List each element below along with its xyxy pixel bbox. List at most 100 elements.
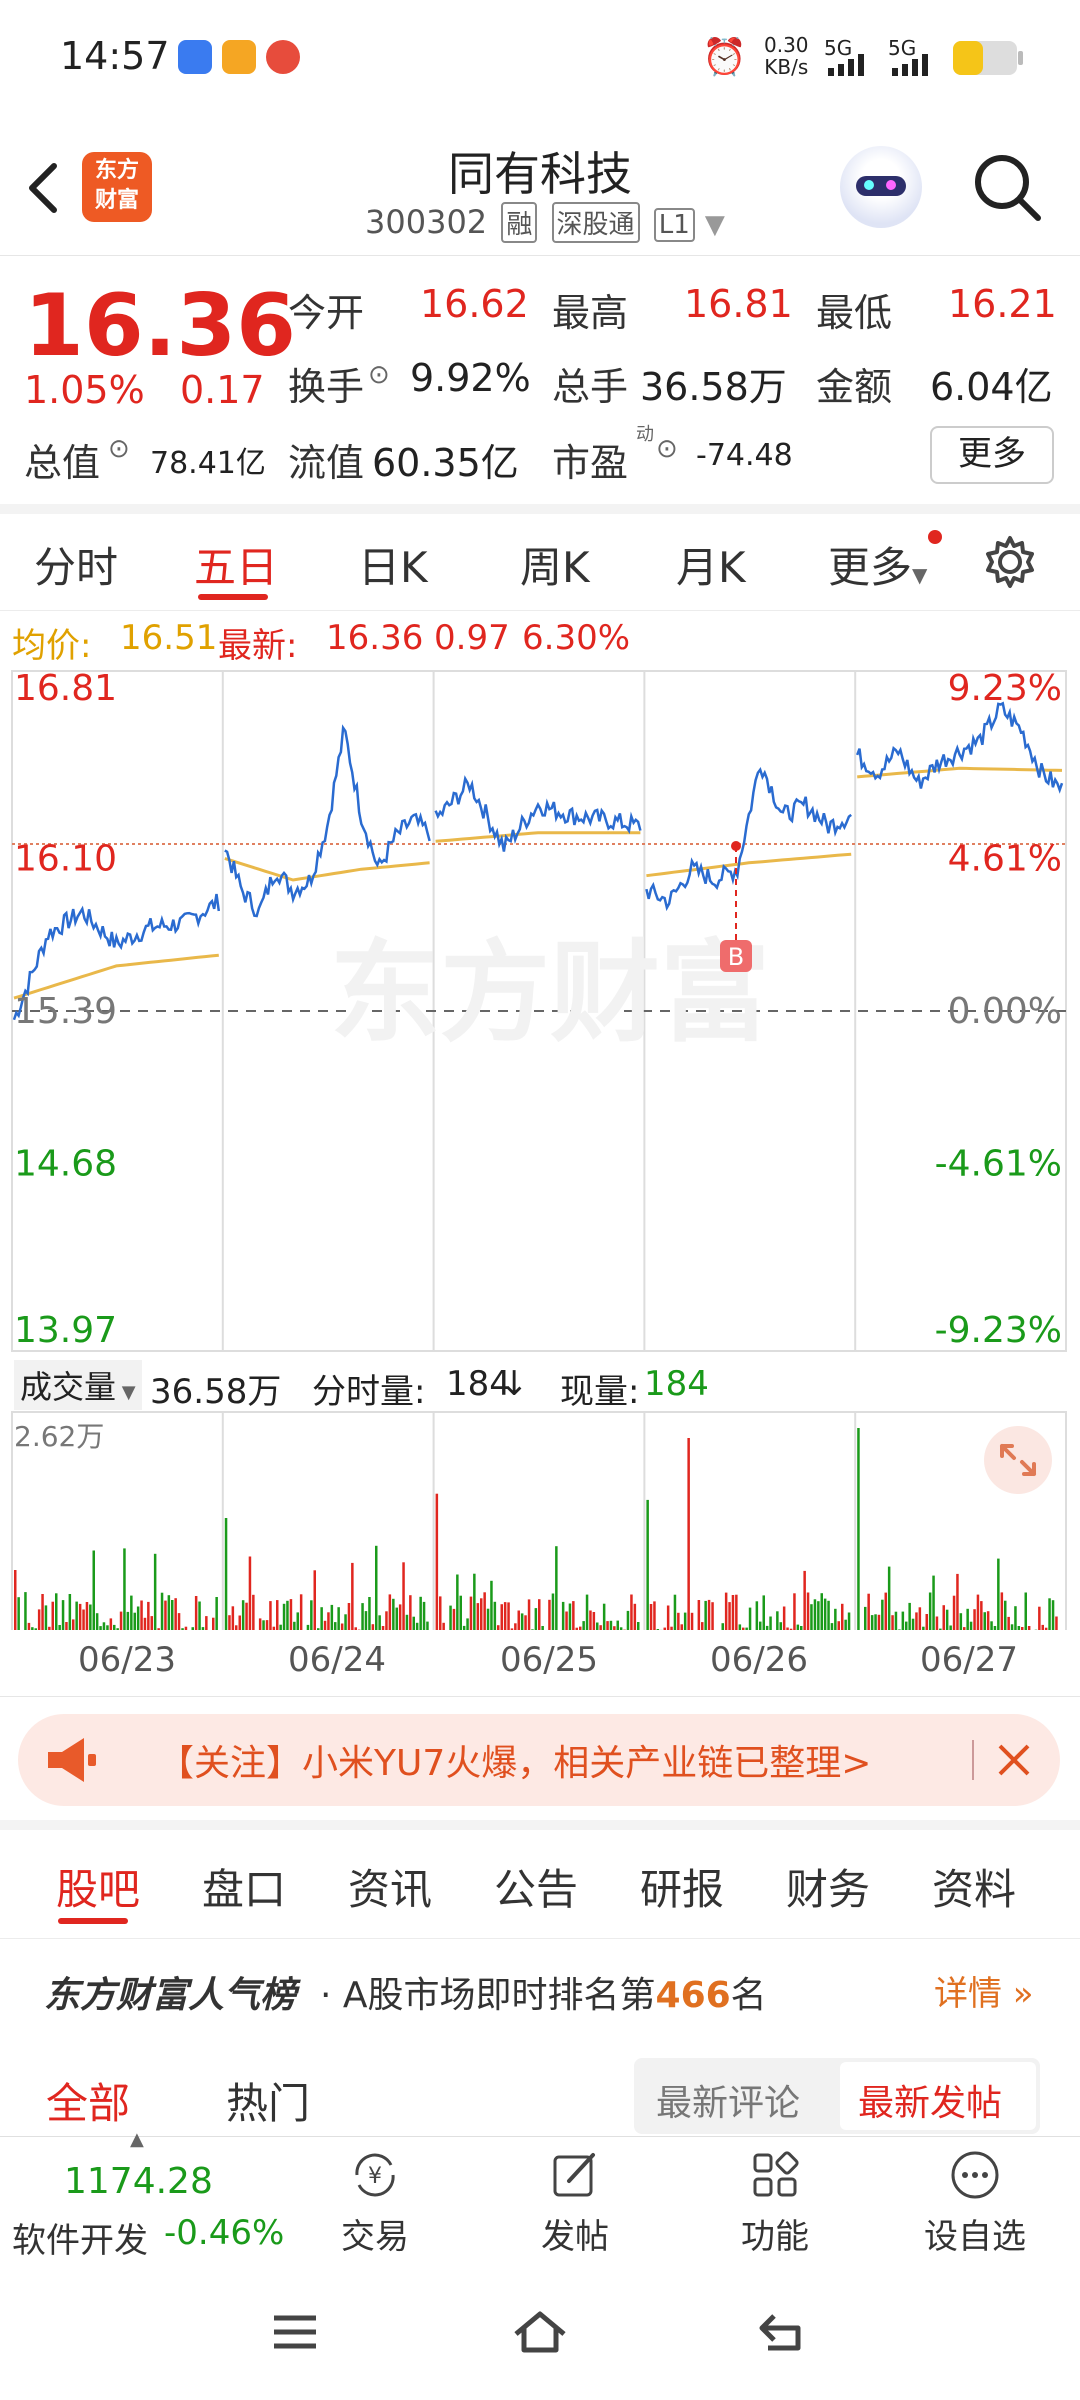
volume-bar — [1055, 1616, 1058, 1630]
volume-bar — [65, 1622, 68, 1630]
sort-latest-post-active[interactable]: 最新发帖 — [840, 2062, 1036, 2130]
volume-bar — [952, 1595, 956, 1630]
volume-bar — [412, 1616, 415, 1630]
tab-news[interactable]: 资讯 — [348, 1865, 433, 1914]
close-icon[interactable] — [994, 1740, 1034, 1780]
volume-bar — [565, 1611, 568, 1630]
volume-bar — [589, 1610, 592, 1630]
volume-bar — [613, 1626, 616, 1630]
more-quote-button[interactable]: 更多 — [930, 426, 1054, 484]
volume-bar — [742, 1627, 745, 1630]
add-watchlist-button[interactable]: 设自选 — [900, 2147, 1050, 2258]
y-tick-label-left: 15.39 — [14, 991, 117, 1032]
volume-max-tick: 2.62万 — [14, 1420, 104, 1453]
settings-gear-icon[interactable] — [982, 534, 1038, 590]
net-unit: KB/s — [764, 55, 809, 79]
sort-latest-comment[interactable]: 最新评论 — [656, 2083, 801, 2124]
change-amount: 0.17 — [180, 368, 265, 412]
volume-bar — [626, 1610, 630, 1630]
volume-bar — [58, 1625, 61, 1630]
eastmoney-logo[interactable]: 东方 财富 — [82, 152, 152, 222]
tab-five-day[interactable]: 五日 — [194, 543, 279, 592]
menu-icon[interactable] — [270, 2312, 320, 2352]
x-tick-label: 06/24 — [288, 1640, 386, 1680]
volume-bar — [887, 1566, 891, 1630]
volume-bar — [215, 1597, 218, 1630]
expand-icon[interactable] — [984, 1426, 1052, 1494]
volume-bar — [276, 1600, 279, 1630]
volume-bar — [983, 1612, 986, 1630]
volume-bar — [419, 1596, 422, 1630]
trade-button[interactable]: ¥ 交易 — [300, 2147, 450, 2258]
filter-all[interactable]: 全部 — [46, 2079, 131, 2128]
volume-bar — [986, 1611, 990, 1630]
volume-value: 36.58万 — [640, 365, 787, 409]
volume-bar — [198, 1601, 201, 1630]
functions-button[interactable]: 功能 — [700, 2147, 850, 2258]
tab-daily-k[interactable]: 日K — [358, 543, 428, 592]
tab-weekly-k[interactable]: 周K — [520, 543, 590, 592]
news-banner[interactable]: 【关注】小米YU7火爆，相关产业链已整理> — [18, 1714, 1060, 1806]
volume-bar — [687, 1438, 690, 1630]
volume-bar — [670, 1626, 673, 1630]
tab-more[interactable]: 更多▼ — [828, 543, 928, 592]
post-button[interactable]: 发帖 — [500, 2147, 650, 2258]
volume-bar — [17, 1597, 20, 1630]
volume-bar — [551, 1593, 555, 1630]
volume-bar — [990, 1621, 993, 1630]
volume-bar — [95, 1613, 99, 1630]
volume-bar — [915, 1612, 918, 1630]
volume-bar — [555, 1546, 558, 1630]
popularity-rank-value: 466 — [655, 1975, 731, 2016]
buy-marker[interactable]: B — [720, 940, 752, 972]
signal-5g-1: 5G — [824, 36, 853, 60]
info-icon[interactable]: ⊙ — [368, 360, 390, 390]
tab-intraday[interactable]: 分时 — [34, 543, 119, 592]
tab-guba[interactable]: 股吧 — [56, 1865, 141, 1914]
volume-bar — [371, 1624, 375, 1630]
volume-bar — [398, 1604, 402, 1630]
tab-finance[interactable]: 财务 — [786, 1865, 871, 1914]
stock-code-row[interactable]: 300302 融 深股通 L1 ▼ — [365, 202, 725, 243]
y-tick-label-left: 13.97 — [14, 1310, 117, 1351]
back-nav-icon[interactable] — [754, 2308, 808, 2354]
search-icon[interactable] — [970, 150, 1044, 224]
volume-bar — [184, 1626, 188, 1630]
home-icon[interactable] — [510, 2306, 570, 2356]
filter-hot[interactable]: 热门 — [226, 2079, 311, 2128]
tab-monthly-k[interactable]: 月K — [676, 543, 746, 592]
volume-bar — [928, 1592, 932, 1630]
volume-bar — [997, 1558, 1000, 1630]
info-icon[interactable]: ⊙ — [656, 434, 678, 464]
info-icon[interactable]: ⊙ — [108, 434, 130, 464]
sector-index[interactable]: ▲ 1174.28 软件开发 -0.46% — [0, 2129, 300, 2267]
tab-announcements[interactable]: 公告 — [494, 1865, 579, 1914]
tab-pankou[interactable]: 盘口 — [202, 1865, 287, 1914]
popularity-rank[interactable]: 东方财富人气榜 · A股市场即时排名第466名 详情 » — [0, 1930, 1080, 2040]
popularity-detail-link[interactable]: 详情 » — [934, 1974, 1034, 2014]
tab-profile[interactable]: 资料 — [932, 1865, 1017, 1914]
robot-assistant-icon[interactable] — [840, 146, 922, 228]
stock-name: 同有科技 — [448, 147, 632, 201]
volume-bar — [789, 1628, 793, 1630]
volume-bar — [925, 1614, 928, 1630]
five-day-price-chart[interactable]: 东方财富 B 16.81 16.10 15.39 14.68 13.97 9.23% 4.… — [0, 666, 1080, 1356]
volume-bar — [140, 1600, 143, 1630]
volume-bar — [106, 1625, 109, 1630]
volume-bar — [857, 1428, 860, 1630]
volume-bar — [310, 1600, 313, 1630]
banner-text: 【关注】小米YU7火爆，相关产业链已整理> — [158, 1743, 872, 1784]
volume-bar — [803, 1570, 806, 1630]
volume-bar — [1007, 1616, 1010, 1630]
volume-bar — [368, 1597, 371, 1630]
back-button[interactable] — [22, 158, 62, 232]
volume-chart[interactable]: 2.62万 — [0, 1410, 1080, 1630]
x-tick-label: 06/25 — [500, 1640, 598, 1680]
tab-research[interactable]: 研报 — [640, 1865, 725, 1914]
volume-bar — [245, 1602, 248, 1630]
pe-value: -74.48 — [696, 438, 793, 473]
volume-label: 总手 — [552, 365, 629, 409]
volume-bar — [820, 1593, 823, 1630]
volume-dropdown[interactable]: 成交量 ▼ — [14, 1360, 142, 1410]
volume-bar — [201, 1627, 205, 1630]
